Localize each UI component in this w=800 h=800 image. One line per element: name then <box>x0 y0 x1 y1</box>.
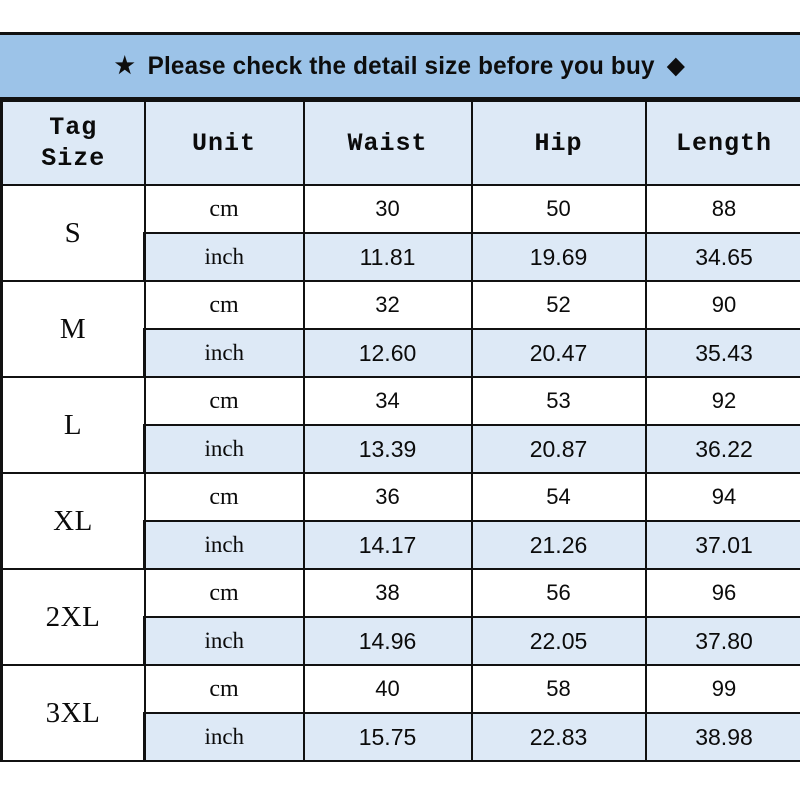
cell-hip-cm: 58 <box>470 664 647 714</box>
cell-length-inch: 36.22 <box>644 424 800 474</box>
cell-hip-cm: 52 <box>470 280 647 330</box>
cell-waist-inch: 14.96 <box>302 616 473 666</box>
unit-label-inch: inch <box>143 424 305 474</box>
cell-waist-cm: 34 <box>302 376 473 426</box>
size-chart: ★ Please check the detail size before yo… <box>0 32 800 762</box>
unit-label-cm: cm <box>143 280 305 330</box>
unit-label-inch: inch <box>143 328 305 378</box>
size-label: 2XL <box>0 568 146 666</box>
table-row: inch 14.96 22.05 37.80 <box>2 616 800 666</box>
cell-hip-inch: 22.05 <box>470 616 647 666</box>
column-header-hip: Hip <box>470 100 647 186</box>
unit-label-inch: inch <box>143 520 305 570</box>
cell-hip-inch: 20.87 <box>470 424 647 474</box>
table-row: inch 13.39 20.87 36.22 <box>2 424 800 474</box>
column-header-waist: Waist <box>302 100 473 186</box>
table-header-row: Tag Size Unit Waist Hip Length <box>0 100 800 186</box>
cell-length-inch: 37.01 <box>644 520 800 570</box>
chart-banner: ★ Please check the detail size before yo… <box>0 32 800 100</box>
unit-label-cm: cm <box>143 472 305 522</box>
size-label: M <box>0 280 146 378</box>
table-row: L cm 34 53 92 <box>0 376 800 474</box>
star-icon: ★ <box>115 51 136 78</box>
cell-length-cm: 96 <box>644 568 800 618</box>
table-row: inch 14.17 21.26 37.01 <box>2 520 800 570</box>
cell-waist-cm: 30 <box>302 184 473 234</box>
table-row: XL cm 36 54 94 <box>0 472 800 570</box>
diamond-icon: ◆ <box>667 51 685 78</box>
column-header-tag-size: Tag Size <box>0 100 146 186</box>
table-body: S cm 30 50 88 inch 11.81 19.69 34.65 M c… <box>0 184 800 762</box>
unit-label-cm: cm <box>143 376 305 426</box>
cell-hip-inch: 22.83 <box>470 712 647 762</box>
cell-waist-inch: 12.60 <box>302 328 473 378</box>
cell-length-cm: 99 <box>644 664 800 714</box>
cell-waist-inch: 15.75 <box>302 712 473 762</box>
cell-length-inch: 35.43 <box>644 328 800 378</box>
unit-label-inch: inch <box>143 232 305 282</box>
table-row: inch 11.81 19.69 34.65 <box>2 232 800 282</box>
unit-label-cm: cm <box>143 184 305 234</box>
cell-hip-cm: 50 <box>470 184 647 234</box>
cell-length-inch: 37.80 <box>644 616 800 666</box>
unit-label-inch: inch <box>143 712 305 762</box>
cell-waist-inch: 11.81 <box>302 232 473 282</box>
unit-label-cm: cm <box>143 664 305 714</box>
column-header-length: Length <box>644 100 800 186</box>
cell-length-cm: 88 <box>644 184 800 234</box>
cell-length-inch: 34.65 <box>644 232 800 282</box>
size-table: Tag Size Unit Waist Hip Length S cm 30 5… <box>0 100 800 762</box>
cell-waist-cm: 38 <box>302 568 473 618</box>
cell-hip-inch: 21.26 <box>470 520 647 570</box>
tag-size-line1: Tag <box>49 112 98 142</box>
cell-waist-cm: 36 <box>302 472 473 522</box>
cell-length-cm: 90 <box>644 280 800 330</box>
table-row: 2XL cm 38 56 96 <box>0 568 800 666</box>
cell-waist-cm: 32 <box>302 280 473 330</box>
table-row: 3XL cm 40 58 99 <box>0 664 800 762</box>
banner-message: Please check the detail size before you … <box>147 51 655 80</box>
cell-hip-inch: 19.69 <box>470 232 647 282</box>
size-label: 3XL <box>0 664 146 762</box>
banner-text: ★ Please check the detail size before yo… <box>115 52 685 81</box>
size-label: XL <box>0 472 146 570</box>
size-label: L <box>0 376 146 474</box>
column-header-unit: Unit <box>143 100 305 186</box>
cell-length-cm: 92 <box>644 376 800 426</box>
cell-hip-cm: 53 <box>470 376 647 426</box>
size-label: S <box>0 184 146 282</box>
cell-hip-cm: 54 <box>470 472 647 522</box>
cell-length-cm: 94 <box>644 472 800 522</box>
unit-label-cm: cm <box>143 568 305 618</box>
cell-waist-inch: 14.17 <box>302 520 473 570</box>
tag-size-line2: Size <box>41 144 106 173</box>
unit-label-inch: inch <box>143 616 305 666</box>
table-row: inch 12.60 20.47 35.43 <box>2 328 800 378</box>
cell-hip-cm: 56 <box>470 568 647 618</box>
cell-length-inch: 38.98 <box>644 712 800 762</box>
cell-hip-inch: 20.47 <box>470 328 647 378</box>
table-row: M cm 32 52 90 <box>0 280 800 378</box>
cell-waist-cm: 40 <box>302 664 473 714</box>
table-row: inch 15.75 22.83 38.98 <box>2 712 800 762</box>
cell-waist-inch: 13.39 <box>302 424 473 474</box>
table-row: S cm 30 50 88 <box>0 184 800 282</box>
